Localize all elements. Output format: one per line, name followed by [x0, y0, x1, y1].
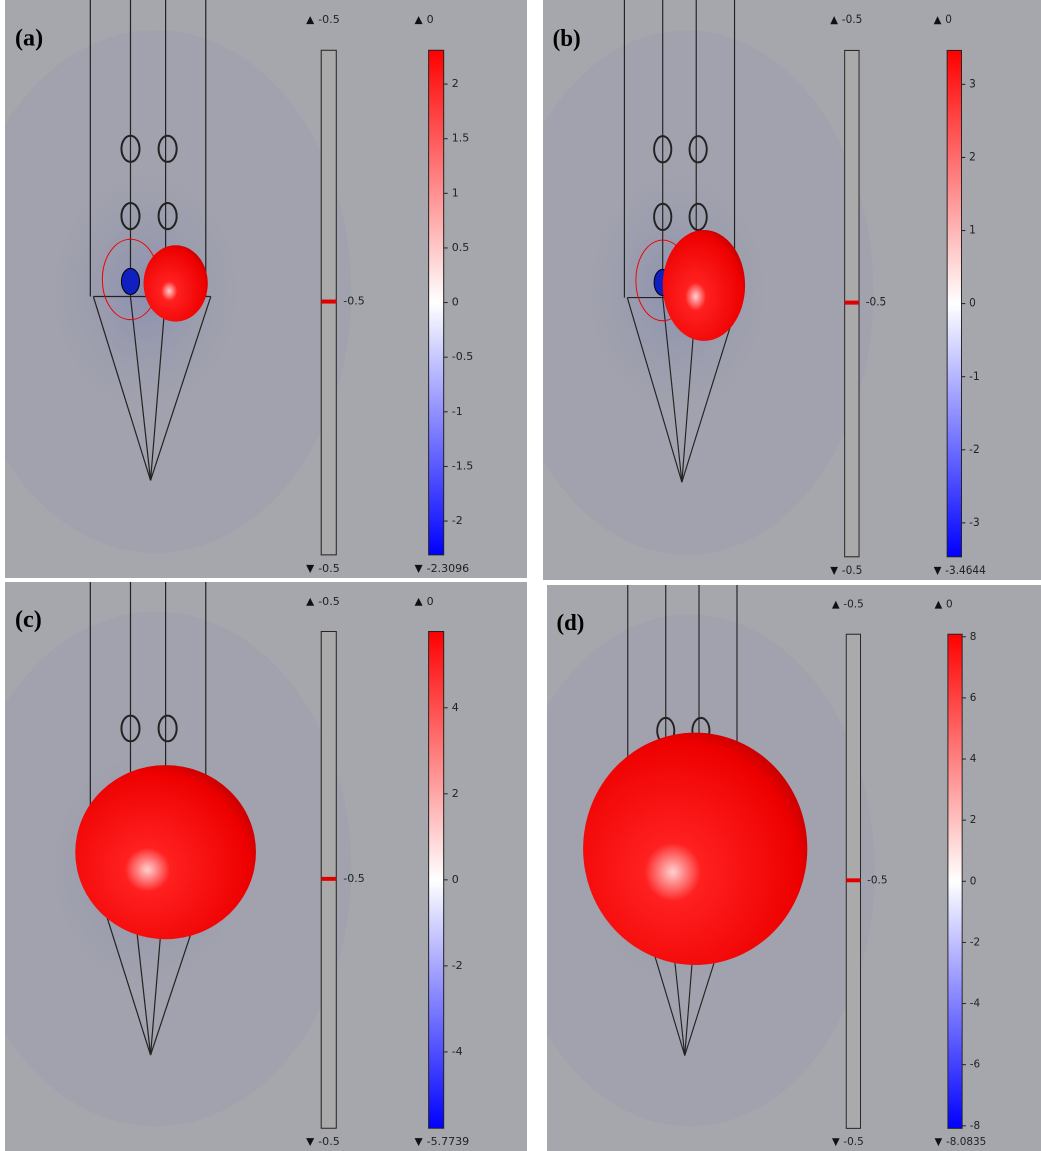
droplet: [663, 230, 745, 341]
panel: (b) -0.5 -0.5 -0.5 0 -3.4644 3 2 1 0 -1 -2 -3: [543, 0, 1041, 580]
colorbar-tick-label: -3: [969, 516, 979, 529]
colorbar-tick-label: 2: [970, 813, 977, 826]
colorbar-tick-label: -8: [970, 1119, 981, 1132]
colorbar-tick-label: -1.5: [452, 459, 474, 472]
color-bar: [947, 50, 961, 556]
colorbar-bottom-label: -3.4644: [945, 564, 986, 577]
colorbar-tick-label: 4: [970, 752, 977, 765]
colorbar-top-label: 0: [427, 13, 434, 26]
colorbar-tick-label: -2: [452, 514, 463, 527]
panel: (d) -0.5 -0.5 -0.5 0 -8.0835 8 6 4 2 0 -2 -4 -6 -8: [547, 585, 1041, 1151]
droplet: [583, 733, 807, 965]
iso-marker: [845, 301, 859, 305]
colorbar-tick-label: 0: [452, 296, 459, 309]
colorbar-tick-label: 4: [452, 701, 459, 714]
inner-sphere: [121, 268, 139, 294]
colorbar-tick-label: -2: [970, 935, 980, 948]
droplet: [75, 765, 256, 939]
colorbar-tick-label: -6: [970, 1058, 981, 1071]
panel-label: (a): [15, 26, 43, 52]
color-bar: [948, 634, 962, 1128]
colorbar-bottom-label: -5.7739: [427, 1135, 470, 1148]
iso-marker-label: -0.5: [867, 873, 887, 886]
colorbar-tick-label: 2: [452, 77, 459, 90]
colorbar-tick-label: 8: [970, 630, 977, 643]
colorbar-tick-label: 1.5: [452, 132, 470, 145]
figure: (a) -0.5 -0.5 -0.5 0 -2.3096 2 1.5 1 0.5 0 -0.5 -1 -1…: [0, 0, 1041, 1151]
colorbar-tick-label: -1: [969, 370, 979, 383]
colorbar-top-label: 0: [945, 13, 952, 26]
iso-top-label: -0.5: [318, 595, 340, 608]
colorbar-tick-label: 0: [970, 874, 977, 887]
colorbar-tick-label: -1: [452, 405, 463, 418]
colorbar-tick-label: -4: [452, 1045, 463, 1058]
iso-top-label: -0.5: [842, 13, 863, 26]
iso-marker: [321, 877, 336, 881]
panel-label: (d): [557, 609, 585, 635]
panel: (c) -0.5 -0.5 -0.5 0 -5.7739 4 2 0 -2 -4: [5, 582, 527, 1151]
colorbar-top-label: 0: [427, 595, 434, 608]
colorbar-tick-label: 0: [969, 296, 976, 309]
iso-bottom-label: -0.5: [843, 1135, 863, 1148]
panel-label: (c): [15, 607, 42, 633]
colorbar-top-label: 0: [946, 598, 953, 611]
colorbar-tick-label: 1: [452, 186, 459, 199]
droplet: [144, 245, 208, 321]
colorbar-tick-label: -2: [969, 443, 979, 456]
colorbar-tick-label: 1: [969, 223, 976, 236]
colorbar-tick-label: 2: [969, 150, 976, 163]
colorbar-tick-label: -0.5: [452, 350, 474, 363]
panel: (a) -0.5 -0.5 -0.5 0 -2.3096 2 1.5 1 0.5 0 -0.5 -1 -1…: [5, 0, 527, 578]
iso-top-label: -0.5: [843, 598, 863, 611]
panel-label: (b): [553, 25, 581, 52]
colorbar-tick-label: -4: [970, 996, 981, 1009]
iso-top-label: -0.5: [318, 13, 340, 26]
colorbar-tick-label: 3: [969, 77, 976, 90]
colorbar-tick-label: 2: [452, 787, 459, 800]
iso-bottom-label: -0.5: [318, 1135, 340, 1148]
colorbar-bottom-label: -8.0835: [946, 1135, 986, 1148]
color-bar: [429, 631, 444, 1128]
colorbar-bottom-label: -2.3096: [427, 562, 470, 575]
iso-marker: [321, 300, 336, 304]
colorbar-tick-label: 0.5: [452, 241, 470, 254]
iso-marker-label: -0.5: [343, 295, 365, 308]
iso-bottom-label: -0.5: [318, 562, 340, 575]
iso-bottom-label: -0.5: [842, 564, 863, 577]
iso-marker-label: -0.5: [866, 295, 887, 308]
colorbar-tick-label: 0: [452, 873, 459, 886]
iso-marker-label: -0.5: [343, 872, 365, 885]
color-bar: [429, 50, 444, 555]
colorbar-tick-label: -2: [452, 959, 463, 972]
iso-marker: [846, 878, 860, 882]
colorbar-tick-label: 6: [970, 691, 977, 704]
